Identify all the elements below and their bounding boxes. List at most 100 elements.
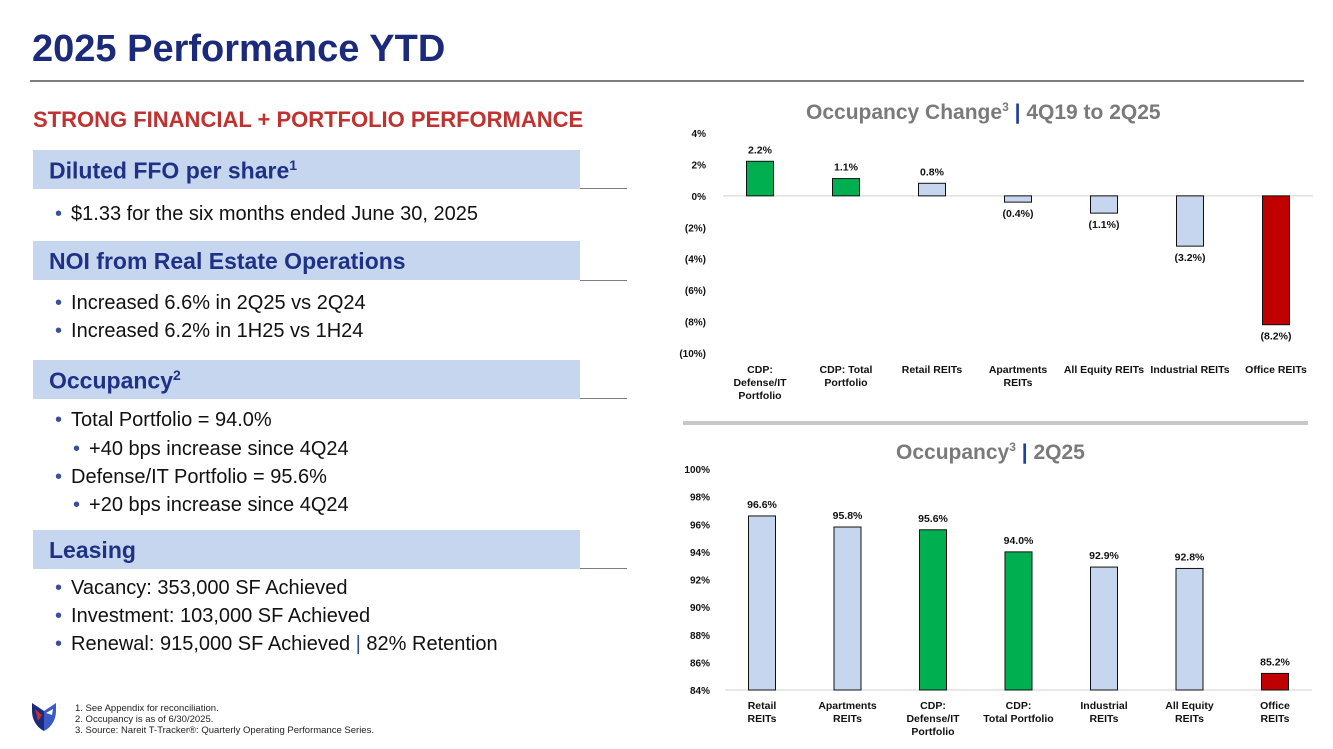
bullet-icon: • [55,605,63,627]
x-tick-label: Retail REITs [902,364,963,376]
company-logo [32,703,56,731]
x-tick-label: CDP: Total [820,364,873,376]
list-item: • Renewal: 915,000 SF Achieved | 82% Rete… [55,633,498,655]
bar [833,526,862,691]
y-tick-label: (10%) [679,349,706,360]
bullet-icon: • [55,409,63,431]
bar [748,515,776,691]
data-label: 0.8% [920,166,945,178]
page-title: 2025 Performance YTD [32,28,446,70]
x-tick-label: REITs [833,713,862,725]
x-tick-label: REITs [1261,713,1290,725]
y-tick-label: (8%) [685,318,706,329]
data-label: 92.9% [1089,550,1119,562]
section-underline [580,188,627,189]
x-tick-label: Apartments [818,700,877,712]
x-tick-label: CDP: [747,364,773,376]
list-item: • Increased 6.6% in 2Q25 vs 2Q24 [55,292,366,314]
x-tick-label: REITs [748,713,777,725]
y-tick-label: (2%) [685,223,706,234]
bullet-icon: • [55,466,63,488]
y-tick-label: 96% [690,520,710,531]
list-item: • Defense/IT Portfolio = 95.6% [55,466,327,488]
bullet-icon: • [55,633,63,655]
list-item: • Investment: 103,000 SF Achieved [55,605,371,627]
data-label: 92.8% [1175,551,1205,563]
list-item: • Increased 6.2% in 1H25 vs 1H24 [55,320,364,342]
y-tick-label: 88% [690,631,710,642]
chart-title-occupancy: Occupancy3 | 2Q25 [896,440,1085,464]
data-label: (0.4%) [1003,208,1034,220]
bullet-icon: • [55,577,63,599]
x-tick-label: Retail [748,700,777,712]
x-tick-label: Industrial REITs [1150,364,1229,376]
section-label-ffo: Diluted FFO per share [49,157,290,184]
x-tick-label: REITs [1090,713,1119,725]
data-label: 94.0% [1004,535,1034,547]
x-tick-label: Industrial [1080,700,1127,712]
list-item: • +20 bps increase since 4Q24 [73,494,349,516]
bullet-icon: • [73,438,81,460]
footnote-ref-1: 1 [289,157,298,173]
x-tick-label: Office REITs [1245,364,1307,376]
footnote-1: 1. See Appendix for reconciliation. [75,703,219,714]
x-tick-label: Defense/IT [733,377,787,389]
data-label: (1.1%) [1089,219,1120,231]
footnote-ref-2: 2 [173,367,181,383]
x-tick-label: CDP: [920,700,946,712]
y-tick-label: (6%) [685,286,706,297]
x-tick-label: All Equity [1165,700,1214,712]
page-subtitle: STRONG FINANCIAL + PORTFOLIO PERFORMANCE [33,107,584,132]
data-label: 1.1% [834,162,859,174]
list-item: • +40 bps increase since 4Q24 [73,438,349,460]
section-header-leasing: Leasing [33,530,580,569]
bar [919,529,947,691]
section-underline [580,280,627,281]
x-tick-label: CDP: [1006,700,1032,712]
separator: | [355,633,361,655]
x-tick-label: Portfolio [824,377,867,389]
data-label: 95.8% [833,510,863,522]
bar [1090,566,1118,691]
section-underline [580,568,627,569]
y-tick-label: 0% [692,192,707,203]
bullet-icon: • [55,203,63,225]
data-label: 96.6% [747,499,777,511]
bar [1262,195,1290,326]
section-label-noi: NOI from Real Estate Operations [49,248,406,274]
title-divider [30,80,1304,82]
y-tick-label: 84% [690,686,710,697]
y-tick-label: (4%) [685,255,706,266]
bullet-icon: • [73,494,81,516]
section-label-occupancy: Occupancy [49,367,173,394]
y-tick-label: 86% [690,658,710,669]
x-tick-label: REITs [1004,377,1033,389]
section-label-leasing: Leasing [49,537,136,563]
bar [1004,551,1033,691]
list-item: • Vacancy: 353,000 SF Achieved [55,577,348,599]
list-item: • $1.33 for the six months ended June 30,… [55,203,478,225]
data-label: (3.2%) [1175,252,1206,264]
section-header-occupancy: Occupancy2 [33,360,580,399]
bullet-icon: • [55,320,63,342]
footnote-3: 3. Source: Nareit T-Tracker®: Quarterly … [75,725,374,736]
footnotes: 1. See Appendix for reconciliation. 2. O… [75,703,374,736]
footnote-2: 2. Occupancy is as of 6/30/2025. [75,714,214,725]
x-tick-label: Office [1260,700,1290,712]
y-tick-label: 92% [690,576,710,587]
x-tick-label: Apartments [989,364,1048,376]
section-header-noi: NOI from Real Estate Operations [33,241,580,280]
chart-divider [683,421,1308,425]
y-tick-label: 98% [690,493,710,504]
bar [746,160,774,197]
list-item: • Total Portfolio = 94.0% [55,409,272,431]
y-tick-label: 94% [690,548,710,559]
data-label: 2.2% [748,144,773,156]
bar [1175,567,1204,691]
bullet-icon: • [55,292,63,314]
bar [918,182,946,197]
bar [1004,195,1032,203]
data-label: (8.2%) [1261,331,1292,343]
